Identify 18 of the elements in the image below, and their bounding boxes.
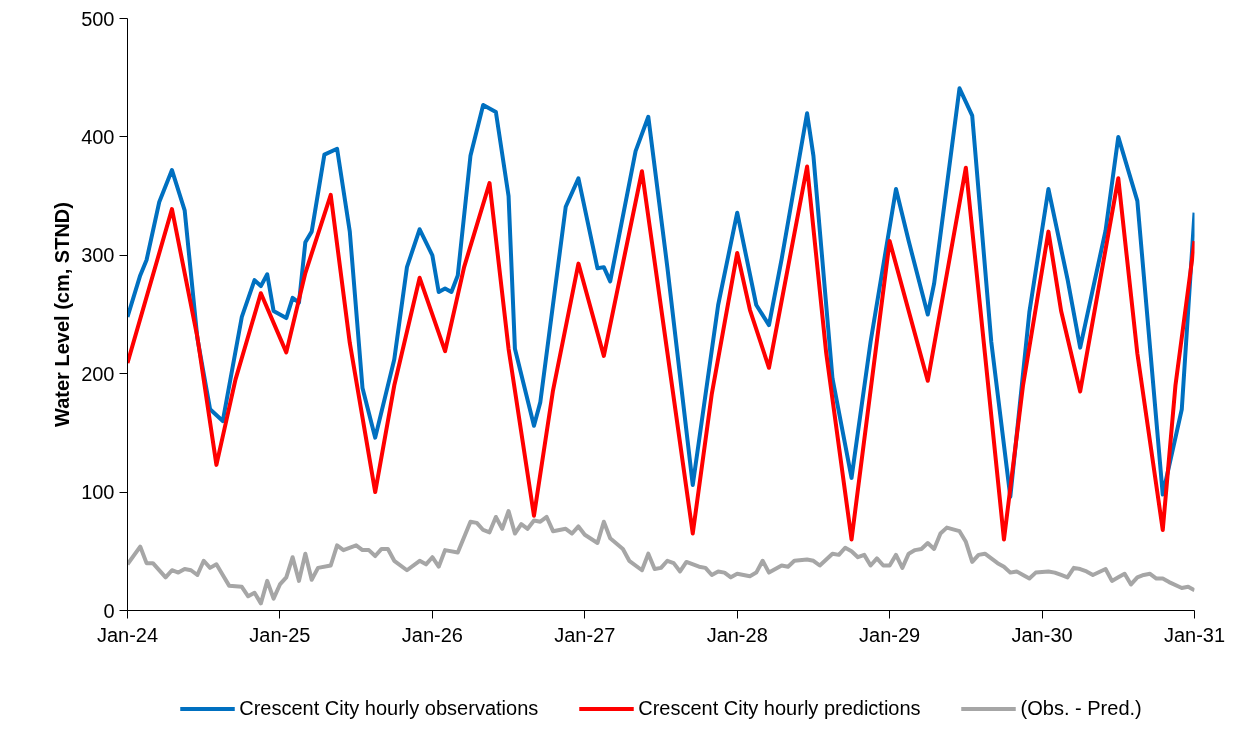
x-tick-label: Jan-24 [96, 623, 159, 646]
y-tick-label: 500 [81, 7, 115, 30]
x-tick-label: Jan-27 [554, 623, 616, 646]
x-tick-label: Jan-29 [859, 623, 921, 646]
y-tick-label: 0 [103, 599, 115, 622]
y-tick-label: 100 [81, 481, 115, 504]
y-tick-label: 200 [81, 362, 115, 385]
x-tick-label: Jan-25 [249, 623, 311, 646]
x-tick-label: Jan-28 [706, 623, 768, 646]
y-axis-title: Water Level (cm, STND) [51, 202, 74, 427]
x-tick-label: Jan-30 [1011, 623, 1073, 646]
y-tick-label: 300 [81, 244, 115, 267]
legend-label: Crescent City hourly observations [239, 696, 539, 720]
x-tick-label: Jan-31 [1163, 623, 1226, 646]
x-tick-label: Jan-26 [401, 623, 463, 646]
legend-label: Crescent City hourly predictions [638, 696, 921, 720]
legend-label: (Obs. - Pred.) [1020, 696, 1142, 720]
y-tick-label: 400 [81, 125, 115, 148]
